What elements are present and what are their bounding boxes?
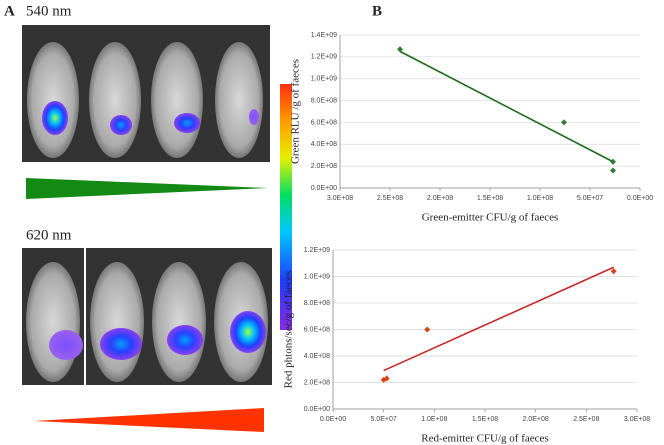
- y-tick-label: 8.0E+08: [311, 97, 337, 104]
- mouse-image: [208, 25, 270, 162]
- data-point: [424, 326, 431, 333]
- y-tick-label: 1.0E+09: [304, 273, 330, 280]
- y-tick-label: 6.0E+08: [304, 326, 330, 333]
- mouse-image: [148, 248, 210, 385]
- x-tick-label: 0.0E+00: [627, 195, 653, 202]
- x-tick-label: 1.0E+08: [527, 195, 553, 202]
- y-tick-label: 1.2E+09: [304, 247, 330, 254]
- panel-labels: A 540 nm 620 nm B: [4, 3, 382, 243]
- y-tick-label: 2.0E+08: [304, 379, 330, 386]
- y-tick-label: 1.0E+09: [311, 76, 337, 83]
- charts: 0.0E+00 2.0E+08 4.0E+08 6.0E+08 8.0E+08 1.0E+…: [283, 32, 654, 445]
- mouse-image: [86, 248, 148, 385]
- y-axis-title: Green RLU /g of faeces: [290, 59, 302, 164]
- data-point: [610, 167, 616, 174]
- x-tick-label: 2.5E+08: [573, 416, 599, 423]
- x-tick-label: 1.5E+08: [477, 195, 503, 202]
- x-tick-label: 2.0E+08: [523, 416, 549, 423]
- y-tick-label: 4.0E+08: [311, 141, 337, 148]
- mouse-image: [210, 248, 272, 385]
- y-tick-label: 0.0E+00: [311, 185, 337, 192]
- x-tick-label: 3.0E+08: [624, 416, 650, 423]
- x-axis-title: Green-emitter CFU/g of faeces: [422, 212, 559, 224]
- y-tick-label: 1.4E+09: [311, 32, 337, 39]
- x-axis-title: Red-emitter CFU/g of faeces: [421, 433, 548, 445]
- data-point: [610, 268, 617, 275]
- panel-label: A: [4, 3, 15, 19]
- x-tick-label: 5.0E+07: [577, 195, 603, 202]
- color-scale: [280, 84, 292, 330]
- y-axis-title: Red phtons/sec/g of faeces: [283, 271, 295, 389]
- x-tick-label: 1.0E+08: [421, 416, 447, 423]
- mouse-image: [22, 248, 84, 385]
- mouse-image: [22, 25, 84, 162]
- data-point: [610, 158, 616, 165]
- trendline: [399, 50, 614, 163]
- intensity-wedge: [26, 178, 268, 199]
- x-tick-label: 2.0E+08: [427, 195, 453, 202]
- x-tick-label: 1.5E+08: [472, 416, 498, 423]
- x-tick-label: 2.5E+08: [377, 195, 403, 202]
- mouse-images: [22, 25, 272, 385]
- panel-label: B: [372, 3, 382, 19]
- row-label: 620 nm: [26, 227, 72, 243]
- row-label: 540 nm: [26, 3, 72, 19]
- x-tick-label: 0.0E+00: [320, 416, 346, 423]
- data-point: [383, 375, 390, 382]
- x-tick-label: 3.0E+08: [327, 195, 353, 202]
- mouse-image: [146, 25, 208, 162]
- y-tick-label: 0.0E+00: [304, 406, 330, 413]
- data-point: [397, 46, 403, 53]
- y-tick-label: 1.2E+09: [311, 54, 337, 61]
- y-tick-label: 2.0E+08: [311, 163, 337, 170]
- chart: 0.0E+00 2.0E+08 4.0E+08 6.0E+08 8.0E+08 1.0E+…: [290, 32, 654, 224]
- y-tick-label: 8.0E+08: [304, 300, 330, 307]
- mouse-image: [84, 25, 146, 162]
- y-tick-label: 6.0E+08: [311, 119, 337, 126]
- y-tick-label: 4.0E+08: [304, 353, 330, 360]
- trendline: [383, 266, 615, 372]
- intensity-wedge: [34, 408, 264, 432]
- data-point: [561, 119, 567, 126]
- x-tick-label: 5.0E+07: [371, 416, 397, 423]
- chart: 0.0E+00 2.0E+08 4.0E+08 6.0E+08 8.0E+08 1.0E+…: [283, 247, 651, 445]
